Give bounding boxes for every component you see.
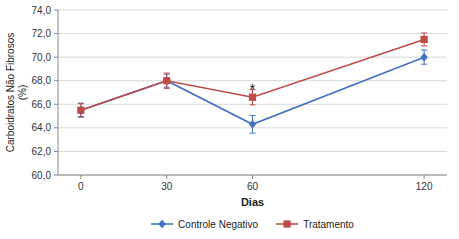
annotation: * [250, 81, 256, 97]
y-tick [54, 57, 58, 58]
legend-item: Controle Negativo [151, 219, 258, 230]
x-axis-label: Dias [241, 196, 264, 208]
error-bar-cap [421, 50, 427, 51]
error-bar [250, 115, 256, 133]
legend: Controle Negativo Tratamento [151, 219, 354, 230]
y-tick-label: 72,0 [32, 28, 52, 39]
y-tick [54, 80, 58, 81]
error-bar [78, 103, 84, 117]
grid-line [58, 33, 447, 34]
legend-label: Tratamento [303, 219, 354, 230]
error-bar-cap [78, 103, 84, 104]
grid-line [58, 175, 447, 176]
error-bar-cap [421, 64, 427, 65]
y-tick-label: 60,0 [32, 170, 52, 181]
series-line [81, 57, 424, 124]
y-axis-label-group: Carboidratos Não Fibrosos(%) [5, 33, 28, 153]
error-bar-cap [78, 117, 84, 118]
chart-container: 60,0 62,0 64,0 66,0 68,0 70,0 72,0 74,0 0 30 60 120… [0, 0, 459, 239]
y-tick [54, 104, 58, 105]
x-tick-label: 120 [416, 181, 433, 192]
error-bar-cap [421, 45, 427, 46]
x-axis-line [58, 175, 447, 176]
plot-data [77, 33, 427, 133]
error-bar-cap [164, 88, 170, 89]
series-line [81, 39, 424, 110]
axes: 60,0 62,0 64,0 66,0 68,0 70,0 72,0 74,0 0 30 60 120 [32, 5, 447, 193]
error-bar-cap [78, 103, 84, 104]
y-tick-label: 68,0 [32, 75, 52, 86]
y-tick-label: 64,0 [32, 122, 52, 133]
x-tick [166, 175, 167, 179]
data-point [421, 53, 428, 62]
data-point [249, 120, 256, 129]
error-bar [164, 73, 170, 88]
x-tick-label: 60 [247, 181, 259, 192]
y-tick-label: 66,0 [32, 99, 52, 110]
x-tick [252, 175, 253, 179]
data-point [77, 106, 84, 115]
grid [58, 10, 447, 175]
data-point [163, 77, 170, 84]
data-point [163, 76, 170, 85]
y-axis-label-line: (%) [17, 85, 28, 101]
chart-svg: 60,0 62,0 64,0 66,0 68,0 70,0 72,0 74,0 0 30 60 120… [0, 0, 459, 239]
y-tick-label: 62,0 [32, 146, 52, 157]
error-bar-cap [250, 115, 256, 116]
error-bar-cap [421, 32, 427, 33]
error-bar-cap [250, 133, 256, 134]
y-axis-label-line: Carboidratos Não Fibrosos [5, 33, 16, 153]
y-tick [54, 175, 58, 176]
y-axis-line [58, 10, 59, 175]
legend-marker [158, 220, 165, 229]
y-tick [54, 151, 58, 152]
error-bar [421, 50, 427, 64]
legend-item: Tratamento [276, 219, 354, 230]
legend-marker [284, 220, 291, 227]
y-tick [54, 10, 58, 11]
error-bar-cap [164, 73, 170, 74]
data-point [421, 36, 428, 43]
series [77, 50, 427, 133]
y-tick [54, 127, 58, 128]
x-tick-label: 0 [78, 181, 84, 192]
error-bar-cap [250, 104, 256, 105]
y-tick-label: 70,0 [32, 52, 52, 63]
grid-line [58, 57, 447, 58]
legend-label: Controle Negativo [178, 219, 258, 230]
y-tick [54, 33, 58, 34]
x-tick [80, 175, 81, 179]
error-bar [421, 33, 427, 46]
y-axis-label: Carboidratos Não Fibrosos(%) [5, 33, 28, 153]
grid-line [58, 151, 447, 152]
data-point [77, 107, 84, 114]
series [77, 33, 427, 117]
grid-line [58, 10, 447, 11]
y-tick-label: 74,0 [32, 5, 52, 16]
x-tick [424, 175, 425, 179]
x-tick-label: 30 [161, 181, 173, 192]
error-bar [78, 104, 84, 117]
error-bar-cap [78, 116, 84, 117]
